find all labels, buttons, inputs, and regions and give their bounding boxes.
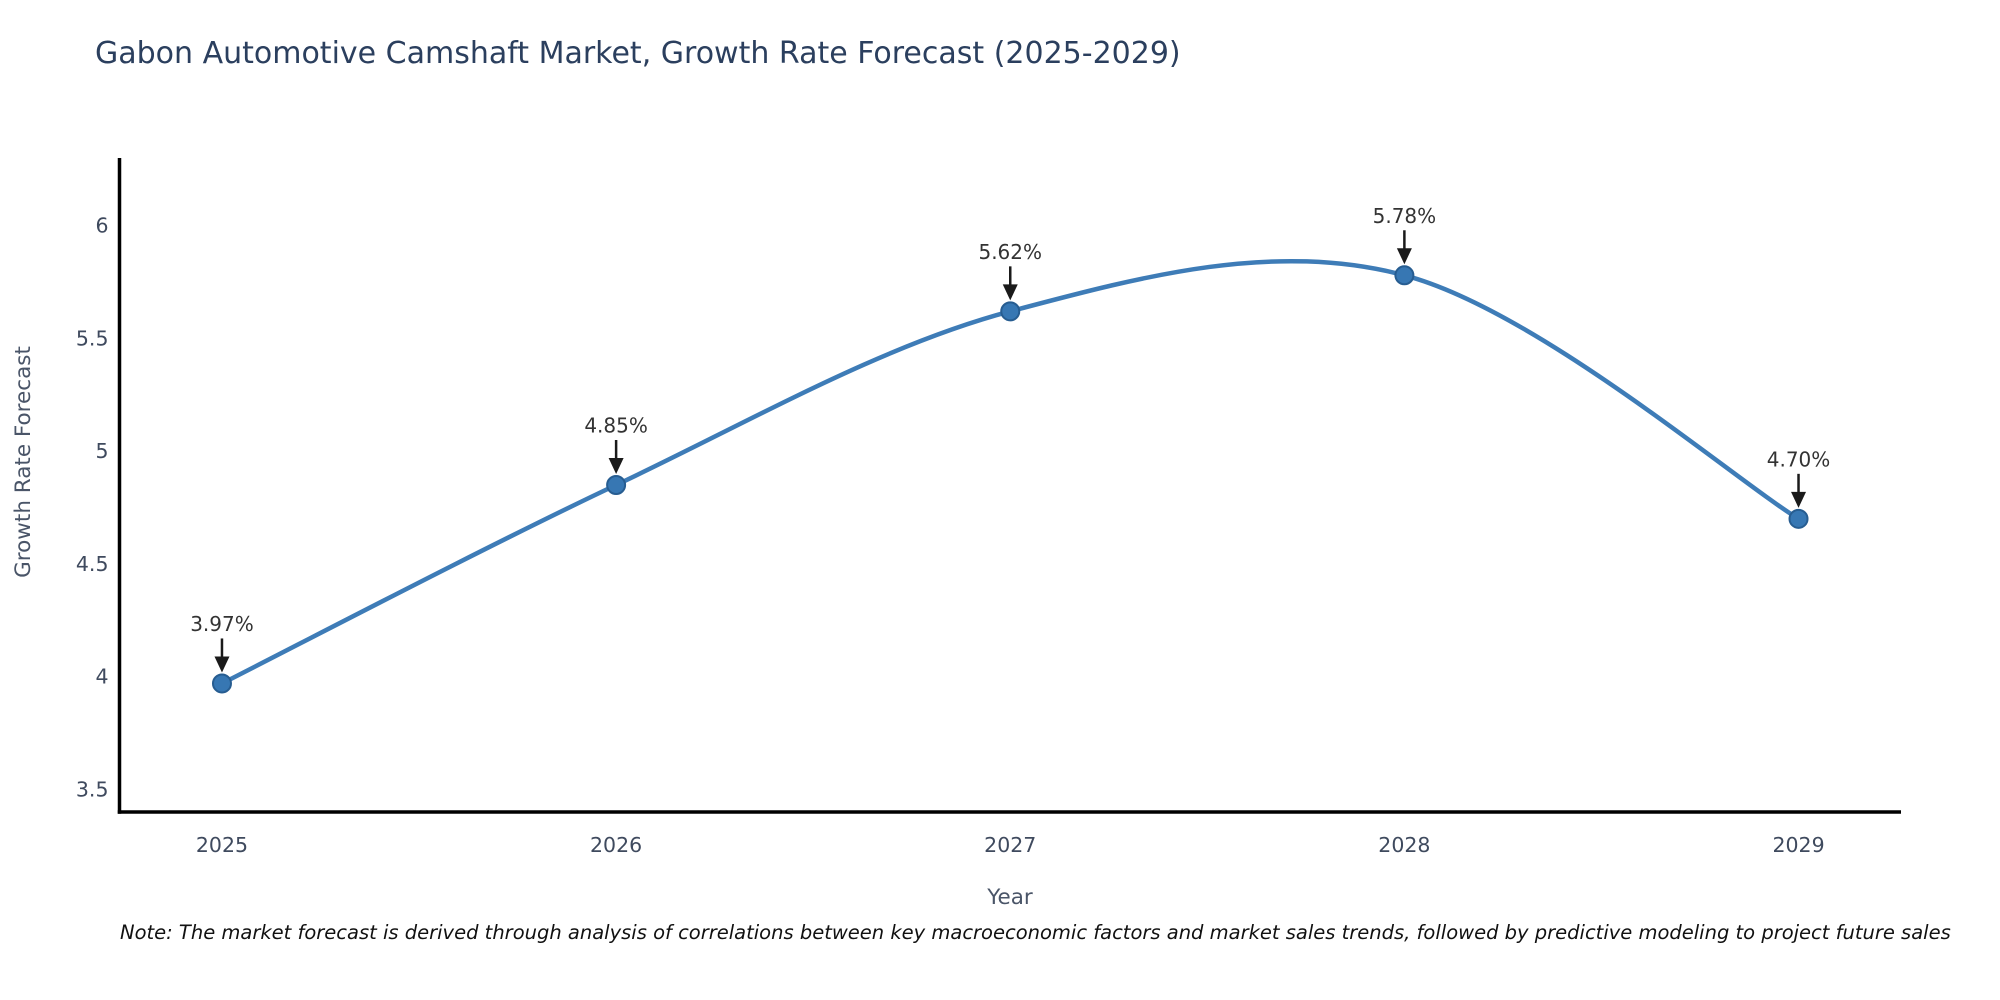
axes: 6 5.5 5 4.5 4 3.5 2025 2026 2027 2028 2029 (76, 158, 1901, 857)
y-tick-label: 3.5 (76, 777, 109, 801)
x-tick-label: 2028 (1378, 833, 1430, 857)
chart-title: Gabon Automotive Camshaft Market, Growth… (95, 36, 1181, 71)
data-point-label: 5.78% (1373, 204, 1437, 228)
y-axis-title: Growth Rate Forecast (11, 346, 36, 578)
data-point-marker (1000, 301, 1021, 322)
x-axis-title: Year (986, 885, 1033, 910)
x-tick-label: 2029 (1772, 833, 1824, 857)
annotation-arrowhead-icon (608, 458, 624, 474)
data-point-marker (1788, 508, 1809, 529)
data-point-marker (211, 673, 232, 694)
annotation-arrowhead-icon (1002, 284, 1018, 301)
data-point-marker (1394, 265, 1415, 286)
data-point-label: 3.97% (190, 612, 254, 636)
y-tick-label: 4.5 (76, 552, 109, 576)
footnote: Note: The market forecast is derived thr… (120, 921, 1951, 944)
y-tick-label: 5 (95, 439, 108, 463)
annotation-arrowhead-icon (214, 656, 230, 673)
x-tick-label: 2027 (984, 833, 1036, 857)
data-point-label: 4.70% (1767, 447, 1831, 471)
data-point-marker (606, 475, 627, 495)
data-point-label: 5.62% (978, 240, 1042, 264)
y-tick-label: 4 (95, 665, 108, 689)
point-annotations: 3.97% 4.85% 5.62% 5.78% 4.70% (190, 204, 1830, 673)
series-line (219, 258, 1801, 686)
data-point-label: 4.85% (584, 414, 648, 438)
annotation-arrowhead-icon (1791, 491, 1807, 508)
series-growth-rate-forecast (211, 258, 1809, 694)
x-tick-label: 2026 (590, 833, 642, 857)
annotation-arrowhead-icon (1396, 248, 1412, 265)
x-tick-label: 2025 (196, 833, 248, 857)
y-tick-label: 5.5 (76, 326, 109, 350)
y-tick-label: 6 (95, 214, 108, 238)
